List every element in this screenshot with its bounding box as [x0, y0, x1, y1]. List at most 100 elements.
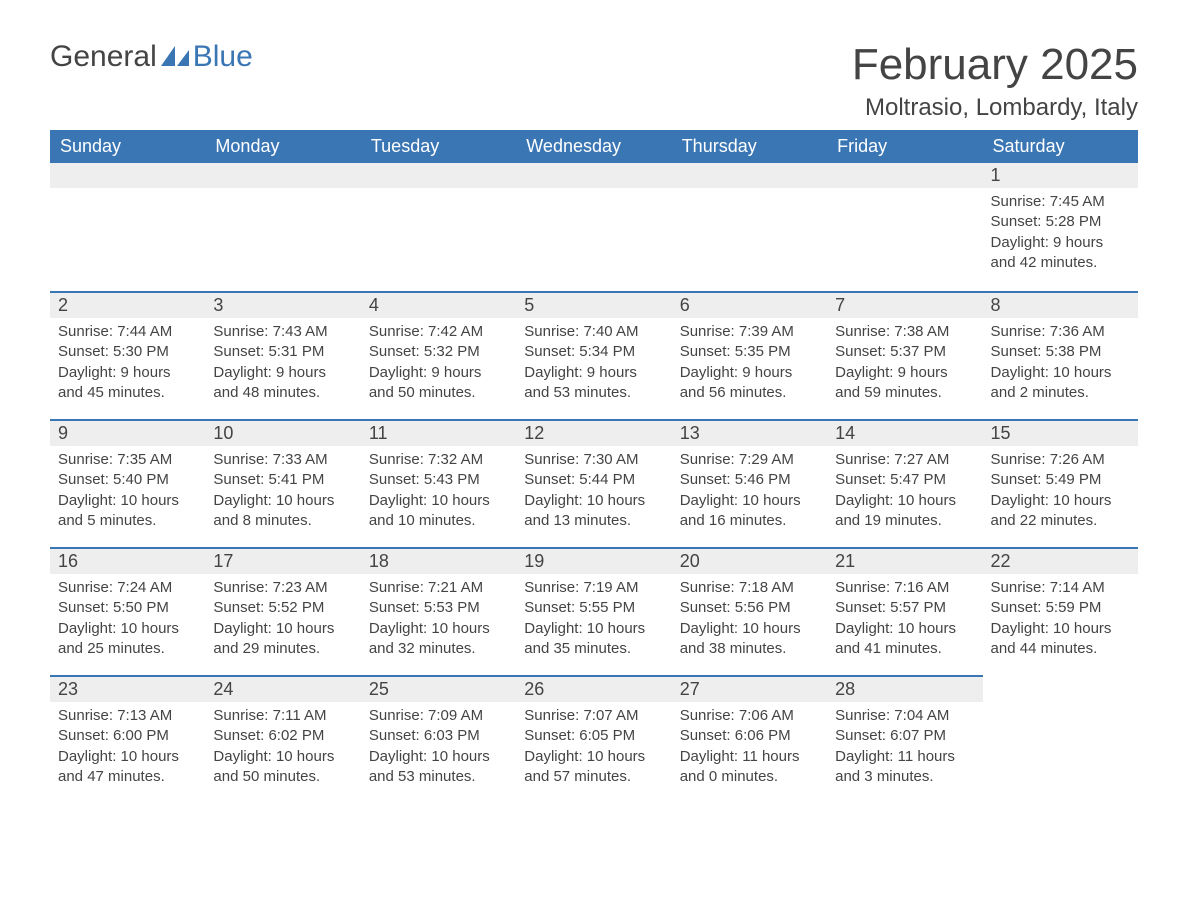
weekday-header: Friday — [827, 130, 982, 163]
week-row: 23Sunrise: 7:13 AMSunset: 6:00 PMDayligh… — [50, 675, 1138, 803]
sunrise-text: Sunrise: 7:18 AM — [680, 578, 819, 598]
day-cell: 5Sunrise: 7:40 AMSunset: 5:34 PMDaylight… — [516, 291, 671, 419]
day-number: 11 — [361, 419, 516, 446]
daylight-text: Daylight: 9 hours and 42 minutes. — [991, 233, 1130, 274]
daylight-text: Daylight: 10 hours and 44 minutes. — [991, 619, 1130, 660]
day-cell — [516, 163, 671, 291]
sunrise-text: Sunrise: 7:38 AM — [835, 322, 974, 342]
sunrise-text: Sunrise: 7:30 AM — [524, 450, 663, 470]
daylight-text: Daylight: 10 hours and 10 minutes. — [369, 491, 508, 532]
daylight-text: Daylight: 10 hours and 25 minutes. — [58, 619, 197, 660]
sunset-text: Sunset: 6:07 PM — [835, 726, 974, 746]
week-row: 1Sunrise: 7:45 AMSunset: 5:28 PMDaylight… — [50, 163, 1138, 291]
empty-day-bar — [205, 163, 360, 188]
sunset-text: Sunset: 5:31 PM — [213, 342, 352, 362]
day-cell: 18Sunrise: 7:21 AMSunset: 5:53 PMDayligh… — [361, 547, 516, 675]
day-cell: 15Sunrise: 7:26 AMSunset: 5:49 PMDayligh… — [983, 419, 1138, 547]
sunset-text: Sunset: 5:49 PM — [991, 470, 1130, 490]
daylight-text: Daylight: 10 hours and 8 minutes. — [213, 491, 352, 532]
day-cell: 20Sunrise: 7:18 AMSunset: 5:56 PMDayligh… — [672, 547, 827, 675]
day-cell — [672, 163, 827, 291]
day-cell: 17Sunrise: 7:23 AMSunset: 5:52 PMDayligh… — [205, 547, 360, 675]
day-number: 2 — [50, 291, 205, 318]
day-info: Sunrise: 7:16 AMSunset: 5:57 PMDaylight:… — [827, 574, 982, 667]
sunrise-text: Sunrise: 7:23 AM — [213, 578, 352, 598]
day-info: Sunrise: 7:38 AMSunset: 5:37 PMDaylight:… — [827, 318, 982, 411]
day-number: 24 — [205, 675, 360, 702]
day-cell: 23Sunrise: 7:13 AMSunset: 6:00 PMDayligh… — [50, 675, 205, 803]
day-number: 23 — [50, 675, 205, 702]
day-number: 1 — [983, 163, 1138, 188]
sunrise-text: Sunrise: 7:44 AM — [58, 322, 197, 342]
daylight-text: Daylight: 10 hours and 5 minutes. — [58, 491, 197, 532]
day-info: Sunrise: 7:07 AMSunset: 6:05 PMDaylight:… — [516, 702, 671, 795]
day-info: Sunrise: 7:26 AMSunset: 5:49 PMDaylight:… — [983, 446, 1138, 539]
daylight-text: Daylight: 9 hours and 53 minutes. — [524, 363, 663, 404]
calendar-table: Sunday Monday Tuesday Wednesday Thursday… — [50, 130, 1138, 803]
sunrise-text: Sunrise: 7:16 AM — [835, 578, 974, 598]
daylight-text: Daylight: 9 hours and 59 minutes. — [835, 363, 974, 404]
empty-day-bar — [672, 163, 827, 188]
daylight-text: Daylight: 10 hours and 50 minutes. — [213, 747, 352, 788]
daylight-text: Daylight: 10 hours and 41 minutes. — [835, 619, 974, 660]
day-info: Sunrise: 7:06 AMSunset: 6:06 PMDaylight:… — [672, 702, 827, 795]
day-cell — [983, 675, 1138, 803]
month-title: February 2025 — [852, 40, 1138, 90]
day-info: Sunrise: 7:30 AMSunset: 5:44 PMDaylight:… — [516, 446, 671, 539]
day-info: Sunrise: 7:19 AMSunset: 5:55 PMDaylight:… — [516, 574, 671, 667]
sunset-text: Sunset: 5:53 PM — [369, 598, 508, 618]
sunrise-text: Sunrise: 7:33 AM — [213, 450, 352, 470]
sunrise-text: Sunrise: 7:39 AM — [680, 322, 819, 342]
sunrise-text: Sunrise: 7:27 AM — [835, 450, 974, 470]
day-cell — [361, 163, 516, 291]
day-info: Sunrise: 7:36 AMSunset: 5:38 PMDaylight:… — [983, 318, 1138, 411]
empty-day-bar — [361, 163, 516, 188]
sunrise-text: Sunrise: 7:13 AM — [58, 706, 197, 726]
day-cell: 11Sunrise: 7:32 AMSunset: 5:43 PMDayligh… — [361, 419, 516, 547]
day-info: Sunrise: 7:45 AMSunset: 5:28 PMDaylight:… — [983, 188, 1138, 281]
day-info: Sunrise: 7:14 AMSunset: 5:59 PMDaylight:… — [983, 574, 1138, 667]
sunrise-text: Sunrise: 7:36 AM — [991, 322, 1130, 342]
daylight-text: Daylight: 10 hours and 19 minutes. — [835, 491, 974, 532]
weekday-header: Wednesday — [516, 130, 671, 163]
day-number: 27 — [672, 675, 827, 702]
day-cell: 26Sunrise: 7:07 AMSunset: 6:05 PMDayligh… — [516, 675, 671, 803]
sunset-text: Sunset: 5:52 PM — [213, 598, 352, 618]
sunset-text: Sunset: 6:02 PM — [213, 726, 352, 746]
day-number: 25 — [361, 675, 516, 702]
day-info: Sunrise: 7:32 AMSunset: 5:43 PMDaylight:… — [361, 446, 516, 539]
sunrise-text: Sunrise: 7:14 AM — [991, 578, 1130, 598]
weekday-header: Tuesday — [361, 130, 516, 163]
day-number: 16 — [50, 547, 205, 574]
day-cell: 14Sunrise: 7:27 AMSunset: 5:47 PMDayligh… — [827, 419, 982, 547]
day-number: 18 — [361, 547, 516, 574]
sunset-text: Sunset: 5:41 PM — [213, 470, 352, 490]
sunrise-text: Sunrise: 7:21 AM — [369, 578, 508, 598]
sunset-text: Sunset: 5:46 PM — [680, 470, 819, 490]
sunrise-text: Sunrise: 7:24 AM — [58, 578, 197, 598]
sunset-text: Sunset: 5:37 PM — [835, 342, 974, 362]
day-cell: 2Sunrise: 7:44 AMSunset: 5:30 PMDaylight… — [50, 291, 205, 419]
week-row: 2Sunrise: 7:44 AMSunset: 5:30 PMDaylight… — [50, 291, 1138, 419]
day-info: Sunrise: 7:29 AMSunset: 5:46 PMDaylight:… — [672, 446, 827, 539]
sunset-text: Sunset: 6:03 PM — [369, 726, 508, 746]
day-cell: 16Sunrise: 7:24 AMSunset: 5:50 PMDayligh… — [50, 547, 205, 675]
brand-logo: General Blue — [50, 40, 253, 74]
day-info: Sunrise: 7:11 AMSunset: 6:02 PMDaylight:… — [205, 702, 360, 795]
day-info: Sunrise: 7:40 AMSunset: 5:34 PMDaylight:… — [516, 318, 671, 411]
daylight-text: Daylight: 10 hours and 35 minutes. — [524, 619, 663, 660]
sunrise-text: Sunrise: 7:09 AM — [369, 706, 508, 726]
day-info: Sunrise: 7:35 AMSunset: 5:40 PMDaylight:… — [50, 446, 205, 539]
brand-part2: Blue — [193, 40, 253, 74]
sunrise-text: Sunrise: 7:35 AM — [58, 450, 197, 470]
daylight-text: Daylight: 10 hours and 2 minutes. — [991, 363, 1130, 404]
sunrise-text: Sunrise: 7:42 AM — [369, 322, 508, 342]
title-block: February 2025 Moltrasio, Lombardy, Italy — [852, 40, 1138, 122]
day-number: 7 — [827, 291, 982, 318]
day-cell: 28Sunrise: 7:04 AMSunset: 6:07 PMDayligh… — [827, 675, 982, 803]
sunset-text: Sunset: 5:44 PM — [524, 470, 663, 490]
empty-day-bar — [516, 163, 671, 188]
daylight-text: Daylight: 10 hours and 57 minutes. — [524, 747, 663, 788]
daylight-text: Daylight: 11 hours and 3 minutes. — [835, 747, 974, 788]
day-info: Sunrise: 7:44 AMSunset: 5:30 PMDaylight:… — [50, 318, 205, 411]
